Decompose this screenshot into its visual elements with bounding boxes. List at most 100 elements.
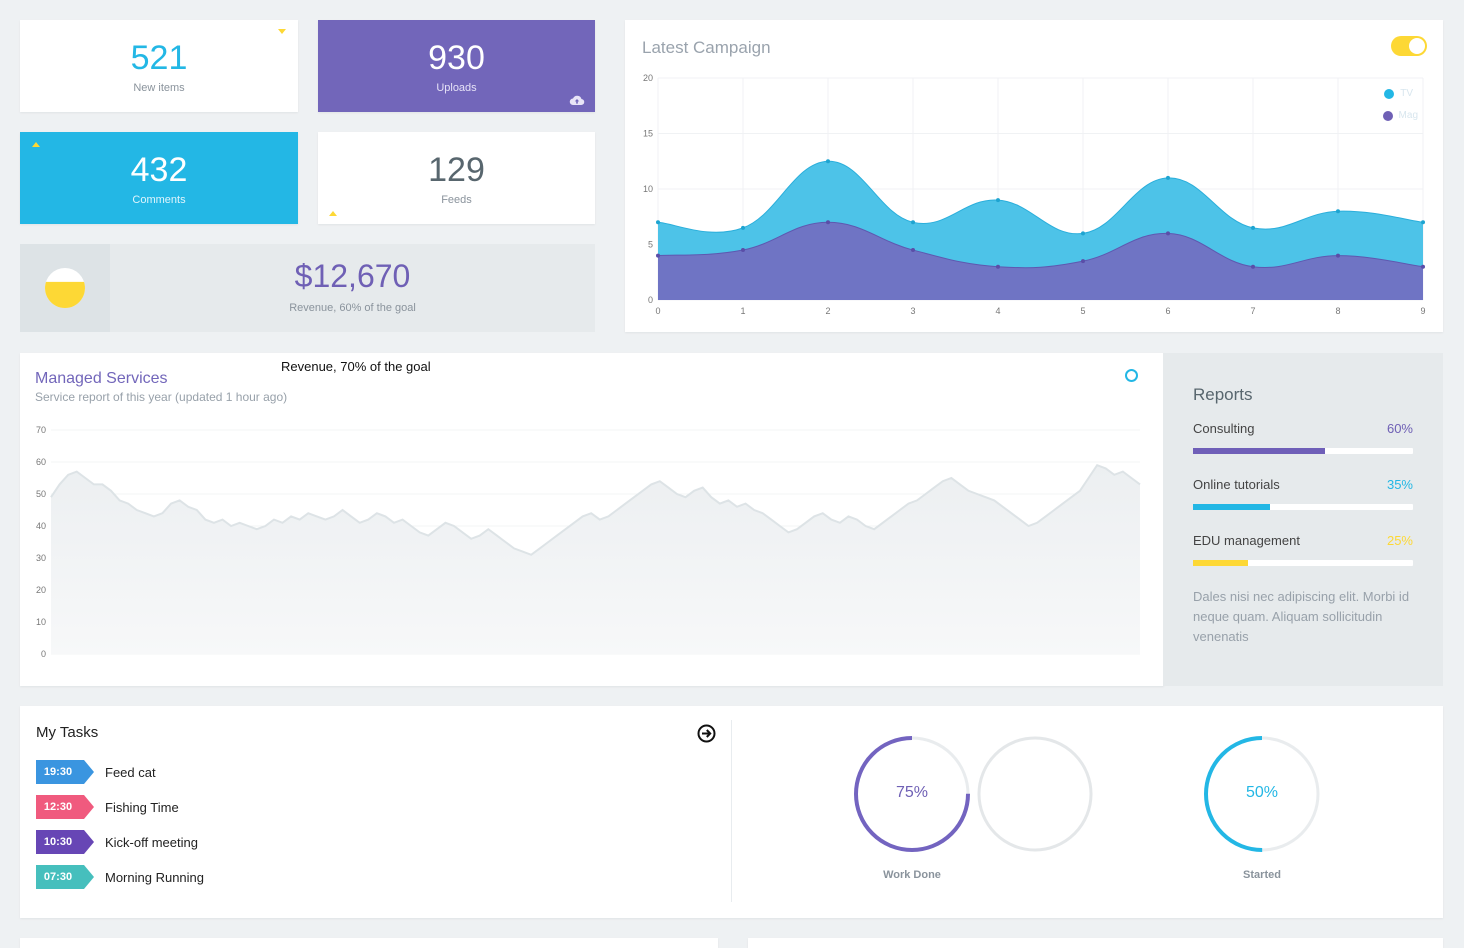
task-item[interactable]: 10:30 Kick-off meeting — [36, 830, 198, 854]
stat-new-items[interactable]: 521 New items — [20, 20, 298, 112]
x-tick-label: 4 — [995, 306, 1000, 316]
started-percent: 50% — [1245, 784, 1279, 801]
data-point[interactable] — [996, 198, 1000, 203]
trend-up-icon — [329, 211, 337, 216]
stat-label: Comments — [132, 194, 186, 206]
revenue-value: $12,670 — [294, 258, 411, 294]
report-label: Online tutorials — [1193, 477, 1280, 492]
legend-tv: TV — [1384, 88, 1413, 99]
arrow-circle-right-icon[interactable] — [697, 724, 716, 743]
report-progress-fill — [1193, 448, 1325, 454]
task-item[interactable]: 19:30 Feed cat — [36, 760, 156, 784]
report-label: EDU management — [1193, 533, 1300, 548]
stat-uploads[interactable]: 930 Uploads — [318, 20, 595, 112]
trend-down-icon — [278, 29, 286, 34]
x-tick-label: 3 — [910, 306, 915, 316]
report-progress-bar — [1193, 448, 1413, 454]
data-point[interactable] — [1251, 225, 1255, 230]
reports-panel: Reports Consulting 60% Online tutorials 35… — [1163, 353, 1443, 686]
data-point[interactable] — [656, 253, 660, 258]
y-tick-label: 0 — [41, 649, 46, 659]
report-consulting: Consulting 60% — [1193, 421, 1413, 454]
data-point[interactable] — [656, 220, 660, 225]
progress-rings — [854, 736, 1320, 852]
bottom-card-left — [20, 938, 718, 948]
data-point[interactable] — [1081, 259, 1085, 264]
stat-comments[interactable]: 432 Comments — [20, 132, 298, 224]
report-online-tutorials: Online tutorials 35% — [1193, 477, 1413, 510]
data-point[interactable] — [1251, 264, 1255, 269]
series-line-mag — [657, 221, 1424, 269]
managed-chart: 0 10 20 30 40 50 60 70 — [36, 425, 1141, 659]
task-time-tag: 19:30 — [36, 760, 94, 784]
toggle-knob — [1409, 38, 1425, 54]
data-point[interactable] — [1336, 209, 1340, 214]
campaign-title: Latest Campaign — [642, 38, 771, 57]
task-item[interactable]: 07:30 Morning Running — [36, 865, 204, 889]
revenue-pie-panel — [20, 244, 110, 332]
report-progress-fill — [1193, 560, 1248, 566]
stat-feeds[interactable]: 129 Feeds — [318, 132, 595, 224]
data-point[interactable] — [741, 248, 745, 253]
x-tick-label: 6 — [1165, 306, 1170, 316]
data-point[interactable] — [1421, 264, 1425, 269]
report-progress-bar — [1193, 560, 1413, 566]
data-point[interactable] — [1166, 231, 1170, 236]
report-progress-fill — [1193, 504, 1270, 510]
legend-mag-label: Mag — [1398, 110, 1418, 121]
data-point[interactable] — [826, 159, 830, 164]
y-tick-label: 20 — [643, 73, 653, 83]
revenue-pie-slice — [45, 281, 85, 308]
report-progress-bar — [1193, 504, 1413, 510]
revenue-card: $12,670 Revenue, 60% of the goal — [20, 244, 595, 332]
data-point[interactable] — [741, 225, 745, 230]
task-text: Kick-off meeting — [105, 834, 198, 850]
cloud-upload-icon — [569, 95, 585, 106]
stat-label: Uploads — [436, 82, 477, 94]
legend-mag: Mag — [1382, 110, 1418, 121]
reports-title: Reports — [1193, 385, 1253, 404]
managed-status-icon[interactable] — [1125, 369, 1138, 382]
x-tick-label: 5 — [1080, 306, 1085, 316]
y-tick-label: 10 — [36, 617, 46, 627]
work-done-percent: 75% — [895, 784, 929, 801]
data-point[interactable] — [1336, 253, 1340, 258]
data-point[interactable] — [1081, 231, 1085, 236]
data-point[interactable] — [996, 264, 1000, 269]
x-tick-label: 9 — [1420, 306, 1425, 316]
campaign-card: Latest Campaign 0 5 10 15 20 0 1 2 3 4 5 6 7 8 9 TV Ma… — [625, 20, 1443, 332]
bottom-card-right — [748, 938, 1443, 948]
report-percent: 25% — [1386, 533, 1413, 548]
empty-ring — [977, 736, 1093, 852]
data-point[interactable] — [911, 220, 915, 225]
report-label: Consulting — [1193, 421, 1255, 436]
report-edu-management: EDU management 25% — [1193, 533, 1413, 566]
reports-note: Dales nisi nec adipiscing elit. Morbi id… — [1193, 589, 1410, 644]
y-tick-label: 10 — [643, 184, 653, 194]
report-percent: 35% — [1386, 477, 1413, 492]
y-tick-label: 50 — [36, 489, 46, 499]
data-point[interactable] — [1421, 220, 1425, 225]
x-tick-label: 1 — [740, 306, 745, 316]
y-tick-label: 40 — [36, 521, 46, 531]
x-tick-label: 7 — [1250, 306, 1255, 316]
x-tick-label: 2 — [825, 306, 830, 316]
stat-label: Feeds — [441, 194, 472, 206]
task-text: Fishing Time — [105, 799, 179, 815]
data-point[interactable] — [911, 248, 915, 253]
y-tick-label: 15 — [643, 129, 653, 139]
managed-title: Managed Services — [35, 370, 168, 387]
data-point[interactable] — [1166, 175, 1170, 180]
task-text: Feed cat — [105, 764, 156, 780]
managed-services-card: Managed Services Service report of this … — [20, 353, 1164, 686]
series-line-tv — [657, 160, 1424, 235]
y-tick-label: 20 — [36, 585, 46, 595]
legend-mag-dot — [1382, 110, 1393, 121]
task-item[interactable]: 12:30 Fishing Time — [36, 795, 179, 819]
stat-label: New items — [133, 82, 185, 94]
data-point[interactable] — [826, 220, 830, 225]
campaign-chart: 0 5 10 15 20 0 1 2 3 4 5 6 7 8 9 — [643, 73, 1426, 316]
campaign-toggle[interactable] — [1391, 36, 1427, 56]
task-text: Morning Running — [105, 869, 205, 885]
series-area-mag — [658, 222, 1423, 300]
